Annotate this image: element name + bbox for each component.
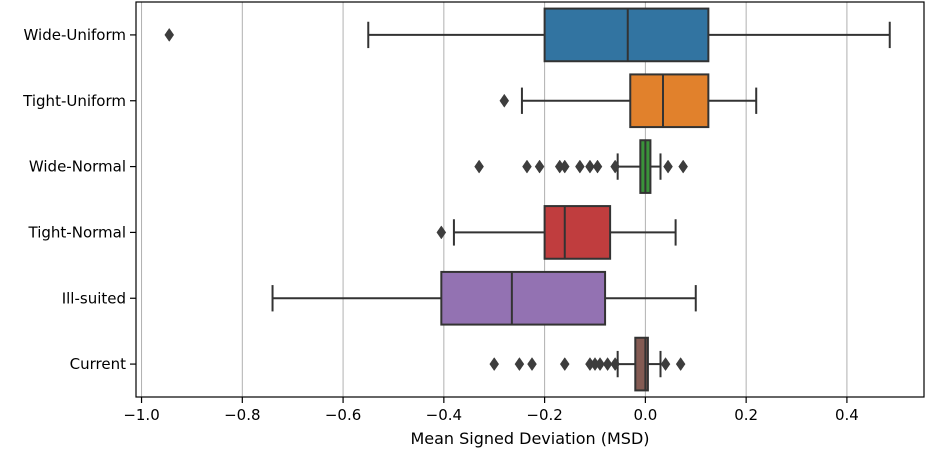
x-tick-label: 0.2 bbox=[734, 406, 758, 424]
box-group-tight-normal bbox=[436, 205, 677, 260]
box-group-ill-suited bbox=[271, 270, 697, 326]
x-tick-label: −0.4 bbox=[426, 406, 462, 424]
y-tick-label: Tight-Uniform bbox=[22, 92, 126, 110]
x-tick-label: −0.8 bbox=[224, 406, 260, 424]
outlier-point bbox=[610, 159, 620, 174]
x-tick-label: −0.2 bbox=[526, 406, 562, 424]
boxes bbox=[164, 7, 891, 392]
outlier-point bbox=[660, 357, 671, 372]
box-iqr bbox=[440, 270, 607, 326]
y-tick-label: Wide-Normal bbox=[29, 158, 126, 176]
y-tick-label: Current bbox=[70, 355, 126, 373]
y-tick-label: Wide-Uniform bbox=[24, 26, 126, 44]
outlier-point bbox=[675, 357, 686, 372]
outlier-point bbox=[514, 357, 525, 372]
x-tick-label: −0.6 bbox=[325, 406, 361, 424]
outlier-point bbox=[436, 225, 447, 240]
box-iqr bbox=[543, 7, 710, 63]
x-tick-label: 0.4 bbox=[835, 406, 859, 424]
outlier-point bbox=[534, 159, 545, 174]
box-group-tight-uniform bbox=[499, 73, 758, 129]
outlier-point bbox=[592, 159, 603, 174]
outlier-point bbox=[585, 159, 595, 174]
outlier-point bbox=[499, 93, 510, 108]
y-tick-label: Tight-Normal bbox=[28, 223, 126, 241]
outlier-point bbox=[522, 159, 532, 174]
box-iqr bbox=[629, 73, 710, 129]
x-axis-title: Mean Signed Deviation (MSD) bbox=[410, 429, 649, 448]
outlier-point bbox=[595, 357, 605, 372]
outlier-point bbox=[527, 357, 537, 372]
outlier-point bbox=[164, 27, 175, 42]
axes: −1.0 −0.8 −0.6 −0.4 −0.2 0.0 0.2 0.4 Wide-Unifor… bbox=[22, 26, 859, 424]
x-tick-label: 0.0 bbox=[633, 406, 657, 424]
box-iqr bbox=[543, 205, 612, 260]
outlier-point bbox=[610, 357, 620, 372]
plot-frame bbox=[135, 1, 925, 398]
outlier-point bbox=[559, 357, 570, 372]
box-group-wide-uniform bbox=[164, 7, 891, 63]
box-group-wide-normal bbox=[474, 139, 688, 194]
x-tick-label: −1.0 bbox=[123, 406, 159, 424]
outlier-point bbox=[474, 159, 484, 174]
outlier-point bbox=[663, 159, 673, 174]
outlier-point bbox=[575, 159, 585, 174]
outlier-point bbox=[489, 357, 500, 372]
gridlines bbox=[141, 2, 848, 397]
box-group-current bbox=[489, 336, 686, 392]
y-tick-label: Ill-suited bbox=[62, 289, 126, 307]
outlier-point bbox=[559, 159, 570, 174]
outlier-point bbox=[678, 159, 688, 174]
outlier-point bbox=[602, 357, 613, 372]
